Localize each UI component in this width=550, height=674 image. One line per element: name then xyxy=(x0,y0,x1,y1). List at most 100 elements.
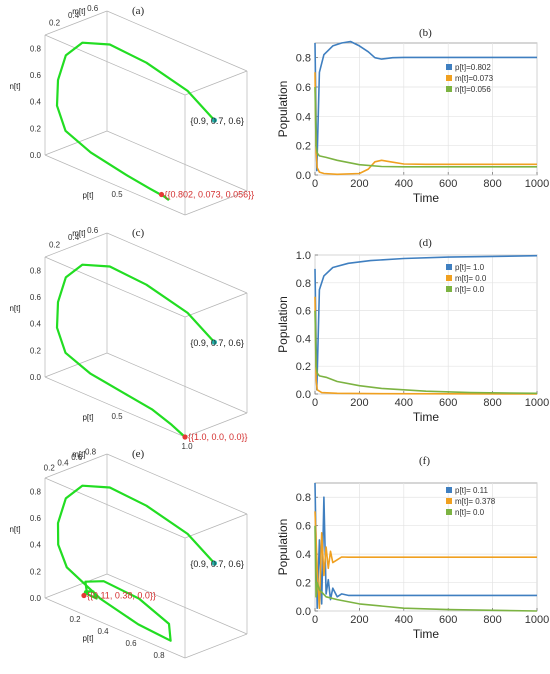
m-tick-label: 0.4 xyxy=(68,11,80,20)
y-tick-label: 0.0 xyxy=(296,389,311,401)
series-line-n xyxy=(314,310,538,395)
box-edge xyxy=(44,477,186,539)
n-tick-label: 0.6 xyxy=(30,514,42,523)
y-tick-label: 0.0 xyxy=(296,170,311,182)
m-tick-label: 0.6 xyxy=(71,453,83,462)
box-edge xyxy=(44,34,186,96)
plot-frame xyxy=(314,42,538,176)
legend-entry: p[t]= 1.0 xyxy=(455,263,485,272)
n-tick-label: 0.4 xyxy=(30,541,42,550)
p-tick-label: 0.6 xyxy=(125,639,137,648)
p-axis-label: p[t] xyxy=(82,413,93,422)
start-point xyxy=(211,339,217,345)
series-line-p xyxy=(314,482,537,610)
y-tick-label: 0.2 xyxy=(296,361,311,373)
trajectory-3d xyxy=(55,263,216,438)
panel-label-b: (b) xyxy=(419,27,432,39)
m-tick-label: 0.6 xyxy=(87,226,99,235)
legend-swatch xyxy=(446,64,452,70)
plot-frame xyxy=(314,482,538,612)
x-tick-label: 600 xyxy=(439,614,457,626)
equilibrium-label: {{1.0, 0.0, 0.0}} xyxy=(188,432,248,442)
y-tick-label: 0.2 xyxy=(296,578,311,590)
box-edge xyxy=(184,633,248,659)
box-edge xyxy=(44,232,108,258)
panel-label-f: (f) xyxy=(419,455,430,467)
x-tick-label: 400 xyxy=(395,614,413,626)
box-edge xyxy=(44,130,108,156)
x-axis-label: Time xyxy=(413,191,440,205)
legend-entry: m[t]=0.073 xyxy=(455,74,494,83)
box-edge xyxy=(184,190,248,216)
n-tick-label: 0.2 xyxy=(30,346,42,355)
start-point xyxy=(211,117,217,123)
m-axis-label: m[t] xyxy=(72,229,85,238)
n-tick-label: 0.2 xyxy=(30,124,42,133)
legend-entry: p[t]= 0.11 xyxy=(455,486,489,495)
y-tick-label: 0.6 xyxy=(296,82,311,94)
legend-swatch xyxy=(446,286,452,292)
y-tick-label: 0.8 xyxy=(296,53,311,65)
series-line-m xyxy=(314,72,537,176)
box-edge xyxy=(106,10,248,72)
box-edge xyxy=(44,154,186,216)
start-point xyxy=(211,560,217,566)
equilibrium-point xyxy=(81,592,87,599)
y-axis-label: Population xyxy=(276,81,290,138)
n-axis-label: n[t] xyxy=(9,304,20,313)
panel-label-e: (e) xyxy=(132,448,145,460)
m-tick-label: 0.4 xyxy=(68,233,80,242)
series-line-p xyxy=(314,40,537,172)
m-axis-label: m[t] xyxy=(72,450,85,459)
x-tick-label: 0 xyxy=(312,397,318,409)
box-edge xyxy=(106,130,248,192)
box-edge xyxy=(44,10,108,36)
n-tick-label: 0.4 xyxy=(30,320,42,329)
m-axis-label: m[t] xyxy=(72,7,85,16)
trajectory-3d xyxy=(56,484,216,642)
box-edge xyxy=(106,453,248,515)
p-axis-label: p[t] xyxy=(82,191,93,200)
equilibrium-label: {{0.802, 0.073, 0.056}} xyxy=(165,190,255,200)
legend-swatch xyxy=(446,264,452,270)
series-line-n xyxy=(314,86,537,168)
series-line-n xyxy=(314,525,538,612)
legend-swatch xyxy=(446,498,452,504)
series-line-m xyxy=(314,511,537,610)
y-tick-label: 0.0 xyxy=(296,606,311,618)
p-axis-label: p[t] xyxy=(82,634,93,643)
x-tick-label: 1000 xyxy=(525,178,549,190)
n-axis-label: n[t] xyxy=(9,82,20,91)
p-tick-label: 0.2 xyxy=(69,615,81,624)
box-edge xyxy=(44,256,186,318)
y-axis-label: Population xyxy=(276,519,290,576)
legend-swatch xyxy=(446,275,452,281)
n-tick-label: 0.4 xyxy=(30,98,42,107)
y-tick-label: 0.4 xyxy=(296,549,311,561)
box-edge xyxy=(106,352,248,414)
p-tick-label: 1.0 xyxy=(181,442,193,451)
y-axis-label: Population xyxy=(276,296,290,353)
box-edge xyxy=(44,352,108,378)
n-tick-label: 0.8 xyxy=(30,44,42,53)
legend-swatch xyxy=(446,487,452,493)
x-tick-label: 800 xyxy=(483,178,501,190)
legend-entry: n[t]=0.056 xyxy=(455,85,491,94)
equilibrium-point xyxy=(182,434,188,440)
p-tick-label: 0.8 xyxy=(153,651,165,660)
n-tick-label: 0.6 xyxy=(30,293,42,302)
y-tick-label: 0.6 xyxy=(296,521,311,533)
box-edge xyxy=(184,513,248,539)
equilibrium-point xyxy=(158,191,165,198)
x-tick-label: 1000 xyxy=(525,397,549,409)
x-tick-label: 200 xyxy=(350,614,368,626)
m-tick-label: 0.8 xyxy=(85,448,97,457)
x-tick-label: 400 xyxy=(395,178,413,190)
panel-label-a: (a) xyxy=(132,5,145,17)
legend-entry: n[t]= 0.0 xyxy=(455,508,485,517)
series-line-m xyxy=(314,296,538,395)
panel-label-c: (c) xyxy=(132,227,145,239)
m-tick-label: 0.6 xyxy=(87,4,99,13)
box-edge xyxy=(184,292,248,318)
